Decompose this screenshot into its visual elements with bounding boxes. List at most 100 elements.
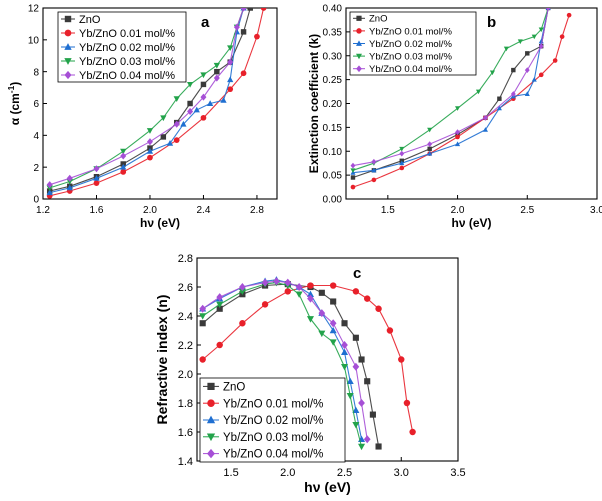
y-tick-label: 6 (33, 99, 39, 110)
data-point (517, 39, 523, 45)
legend-entry: Yb/ZnO 0.03 mol/% (223, 432, 323, 444)
y-tick-label: 10 (28, 35, 40, 46)
plot-area (199, 276, 416, 451)
series-line (202, 284, 414, 433)
x-tick-label: 1.2 (36, 205, 50, 216)
data-point (346, 392, 354, 400)
data-point (173, 120, 180, 128)
data-point (247, 8, 253, 11)
data-point (358, 443, 366, 451)
y-tick-label: 1.4 (178, 456, 193, 468)
legend-entry: ZnO (79, 14, 101, 26)
x-tick-label: 3.0 (394, 467, 409, 479)
data-point (341, 348, 349, 356)
legend-entry: Yb/ZnO 0.04 mol/% (223, 449, 323, 461)
data-point (409, 428, 416, 436)
data-point (350, 162, 356, 169)
data-point (120, 169, 127, 175)
y-tick-label: 4 (33, 131, 39, 142)
data-point (295, 283, 303, 291)
data-point (403, 399, 411, 407)
data-point (160, 115, 167, 122)
data-point (284, 278, 292, 287)
data-point (239, 283, 246, 291)
legend-marker (356, 15, 362, 21)
data-point (386, 327, 394, 334)
y-tick-label: 0.25 (323, 75, 343, 86)
data-point (207, 100, 214, 106)
data-point (369, 411, 376, 418)
x-tick-label: 2.4 (197, 205, 211, 216)
data-point (455, 129, 460, 136)
data-point (199, 304, 207, 313)
data-point (160, 134, 167, 140)
data-point (93, 180, 100, 186)
series-line (202, 280, 368, 440)
y-tick-label: 0 (33, 195, 39, 206)
data-point (371, 177, 377, 183)
series-line (352, 8, 549, 167)
data-point (93, 175, 100, 181)
data-point (375, 305, 382, 312)
data-point (346, 377, 354, 385)
data-point (120, 152, 127, 160)
data-point (538, 27, 544, 33)
legend-box (349, 11, 477, 76)
legend-marker (207, 399, 215, 407)
data-point (307, 294, 314, 303)
y-axis-label: Extinction coefficient (k) (307, 34, 321, 173)
data-point (238, 288, 246, 296)
data-point (329, 319, 337, 328)
data-point (399, 165, 405, 171)
plot-area (350, 8, 572, 190)
data-point (538, 72, 544, 78)
data-point (193, 106, 200, 113)
legend-box (199, 377, 346, 463)
legend-entry: ZnO (369, 14, 387, 25)
panel-label: b (487, 14, 496, 31)
series-line (352, 8, 549, 174)
data-point (214, 68, 220, 75)
legend-entry: Yb/ZnO 0.01 mol/% (223, 398, 323, 410)
y-tick-label: 2.6 (178, 282, 193, 294)
data-point (66, 179, 73, 185)
data-point (216, 305, 223, 312)
y-tick-label: 0.00 (323, 195, 343, 206)
x-tick-label: 2.0 (280, 467, 295, 479)
legend-entry: Yb/ZnO 0.03 mol/% (369, 52, 452, 63)
legend-marker (64, 29, 72, 37)
data-point (559, 34, 565, 39)
legend-marker (356, 28, 362, 34)
data-point (261, 301, 269, 308)
data-point (46, 189, 53, 196)
data-point (239, 320, 246, 327)
x-tick-label: 2.5 (520, 205, 534, 216)
data-point (538, 38, 544, 44)
legend-entry: Yb/ZnO 0.03 mol/% (79, 56, 175, 68)
data-point (364, 295, 371, 302)
y-axis-label-main: α (cm (8, 93, 22, 125)
plot-area (46, 8, 267, 199)
x-tick-label: 2.5 (337, 467, 352, 479)
data-point (399, 150, 405, 157)
data-point (147, 154, 153, 161)
data-point (146, 147, 154, 154)
data-point (427, 127, 433, 133)
data-point (330, 298, 337, 305)
y-tick-label: 0.30 (323, 51, 343, 62)
x-axis-label: hν (eV) (140, 216, 180, 230)
data-point (66, 174, 73, 182)
x-axis-label: hν (eV) (451, 216, 491, 230)
data-point (180, 120, 187, 127)
data-point (371, 167, 377, 173)
data-point (364, 378, 371, 385)
data-point (545, 8, 551, 11)
x-tick-label: 3.5 (450, 467, 465, 479)
data-point (525, 51, 530, 56)
data-point (511, 67, 516, 73)
y-tick-label: 2.4 (178, 311, 193, 323)
data-point (352, 334, 359, 341)
